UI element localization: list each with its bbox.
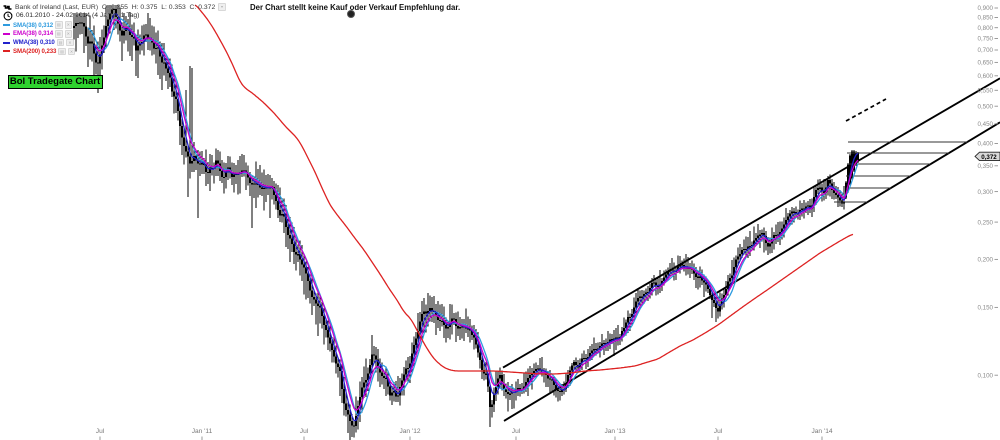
svg-text:0,850: 0,850 [978, 15, 994, 22]
svg-text:Jul: Jul [512, 428, 521, 435]
svg-text:0,600: 0,600 [978, 73, 994, 80]
svg-text:0,200: 0,200 [978, 257, 994, 264]
svg-text:0,100: 0,100 [978, 372, 994, 379]
svg-text:0,400: 0,400 [978, 141, 994, 148]
svg-text:0,300: 0,300 [978, 189, 994, 196]
svg-text:Jul: Jul [96, 428, 105, 435]
svg-text:0,350: 0,350 [978, 163, 994, 170]
svg-text:0,900: 0,900 [978, 5, 994, 12]
svg-text:0,450: 0,450 [978, 121, 994, 128]
svg-text:Jan '14: Jan '14 [811, 428, 832, 435]
svg-text:0,150: 0,150 [978, 305, 994, 312]
svg-text:0,500: 0,500 [978, 103, 994, 110]
svg-text:Jan '13: Jan '13 [604, 428, 625, 435]
svg-text:Jul: Jul [300, 428, 309, 435]
svg-text:0,750: 0,750 [978, 36, 994, 43]
svg-text:0,700: 0,700 [978, 47, 994, 54]
svg-text:0,250: 0,250 [978, 219, 994, 226]
svg-text:0,550: 0,550 [978, 88, 994, 95]
svg-text:Jan '11: Jan '11 [192, 428, 213, 435]
svg-text:Jan '12: Jan '12 [399, 428, 420, 435]
svg-text:0,650: 0,650 [978, 60, 994, 67]
svg-text:Jul: Jul [714, 428, 723, 435]
svg-text:0,372: 0,372 [981, 154, 997, 161]
svg-text:0,800: 0,800 [978, 25, 994, 32]
